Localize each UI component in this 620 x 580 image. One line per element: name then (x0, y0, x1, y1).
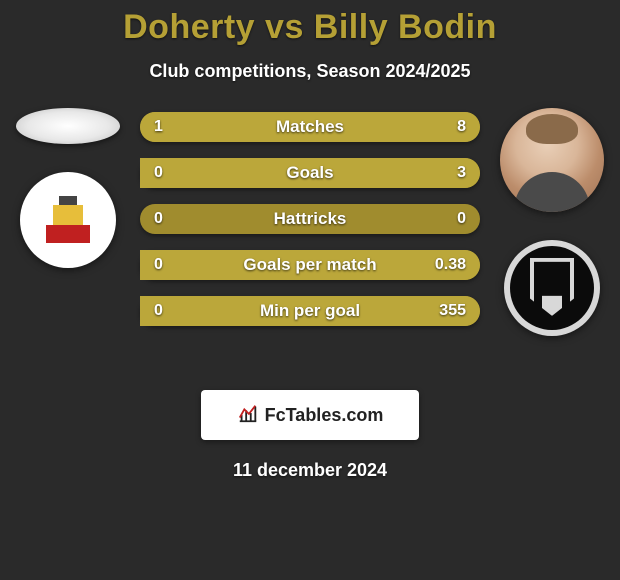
club-crest-right (504, 240, 600, 336)
stat-row: 0Goals3 (140, 158, 480, 188)
player-left-column (8, 112, 128, 268)
stat-label: Min per goal (140, 296, 480, 326)
page-title: Doherty vs Billy Bodin (0, 8, 620, 47)
stat-row: 1Matches8 (140, 112, 480, 142)
brand-text: FcTables.com (265, 405, 384, 426)
stat-row: 0Hattricks0 (140, 204, 480, 234)
stat-value-right: 355 (439, 296, 466, 326)
comparison-card: Doherty vs Billy Bodin Club competitions… (0, 0, 620, 481)
stat-label: Matches (140, 112, 480, 142)
player-left-photo (16, 108, 120, 144)
stat-value-right: 0.38 (435, 250, 466, 280)
stat-value-right: 0 (457, 204, 466, 234)
brand-link[interactable]: FcTables.com (201, 390, 419, 440)
stat-row: 0Min per goal355 (140, 296, 480, 326)
stat-bars: 1Matches80Goals30Hattricks00Goals per ma… (140, 112, 480, 342)
stat-row: 0Goals per match0.38 (140, 250, 480, 280)
page-subtitle: Club competitions, Season 2024/2025 (0, 61, 620, 82)
stat-value-right: 3 (457, 158, 466, 188)
bar-chart-icon (237, 402, 259, 429)
stat-label: Goals (140, 158, 480, 188)
stat-label: Goals per match (140, 250, 480, 280)
club-crest-left (20, 172, 116, 268)
stats-area: 1Matches80Goals30Hattricks00Goals per ma… (0, 112, 620, 372)
player-right-column (492, 112, 612, 336)
stat-value-right: 8 (457, 112, 466, 142)
player-right-photo (500, 108, 604, 212)
comparison-date: 11 december 2024 (0, 460, 620, 481)
stat-label: Hattricks (140, 204, 480, 234)
